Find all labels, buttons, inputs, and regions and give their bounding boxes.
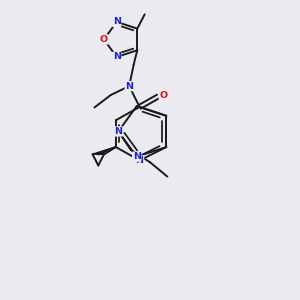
Text: N: N — [125, 82, 133, 91]
Text: N: N — [113, 17, 121, 26]
Text: O: O — [159, 91, 167, 100]
Text: N: N — [133, 152, 141, 161]
Text: O: O — [100, 35, 108, 44]
Text: N: N — [113, 52, 121, 62]
Text: N: N — [136, 156, 144, 165]
Text: N: N — [114, 127, 122, 136]
